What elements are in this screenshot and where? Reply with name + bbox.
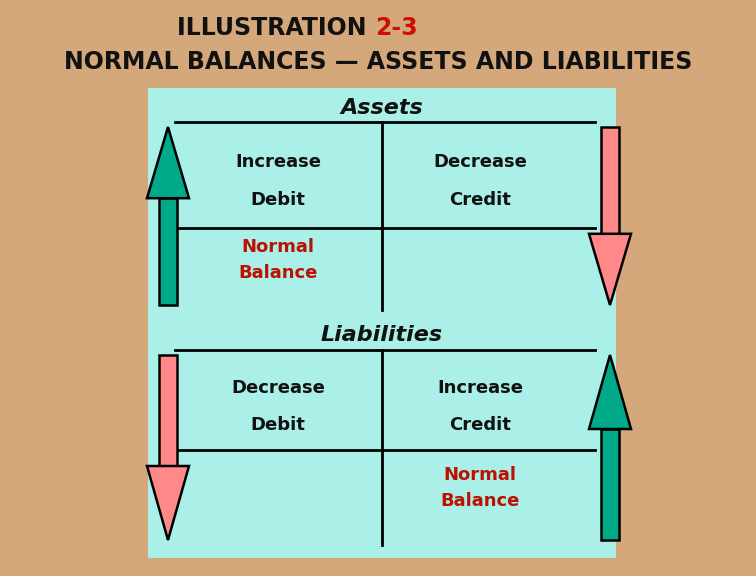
Text: Credit: Credit (449, 416, 511, 434)
Polygon shape (601, 127, 619, 234)
Polygon shape (601, 429, 619, 540)
Text: Normal
Balance: Normal Balance (440, 467, 519, 510)
Text: Liabilities: Liabilities (321, 325, 443, 345)
Text: NORMAL BALANCES — ASSETS AND LIABILITIES: NORMAL BALANCES — ASSETS AND LIABILITIES (64, 50, 692, 74)
Text: Increase: Increase (235, 153, 321, 171)
Text: Decrease: Decrease (231, 379, 325, 397)
Text: Increase: Increase (437, 379, 523, 397)
Polygon shape (147, 127, 189, 198)
Text: Debit: Debit (250, 191, 305, 209)
Polygon shape (160, 355, 177, 466)
Polygon shape (160, 198, 177, 305)
Text: Assets: Assets (341, 98, 423, 118)
Text: Decrease: Decrease (433, 153, 527, 171)
Text: Credit: Credit (449, 191, 511, 209)
Text: Debit: Debit (250, 416, 305, 434)
Text: ILLUSTRATION: ILLUSTRATION (177, 16, 375, 40)
Text: 2-3: 2-3 (375, 16, 417, 40)
Polygon shape (589, 234, 631, 305)
Polygon shape (147, 466, 189, 540)
Bar (148, 88, 616, 558)
Polygon shape (589, 355, 631, 429)
Text: Normal
Balance: Normal Balance (238, 238, 318, 282)
